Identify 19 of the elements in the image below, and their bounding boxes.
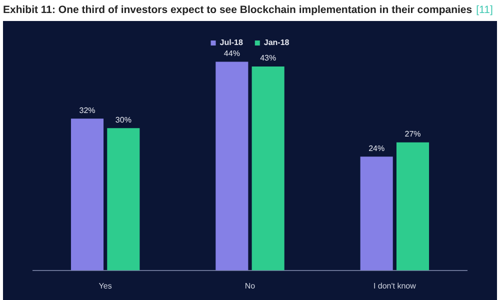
text: [11] — [476, 4, 493, 16]
bar — [70, 118, 104, 270]
bar — [216, 62, 248, 270]
data-label: 27% — [404, 130, 421, 139]
data-label: 30% — [115, 115, 132, 124]
bar — [360, 156, 393, 270]
data-label: 24% — [368, 144, 385, 153]
data-label: 43% — [260, 54, 276, 63]
x-tick-label: No — [244, 281, 256, 290]
x-tick-label: I don't know — [373, 281, 416, 290]
bar — [107, 128, 140, 270]
legend-label: Jan-18 — [264, 38, 290, 48]
chart-title: Exhibit 11: One third of investors expect to see Blockchain implementation in their companies — [3, 4, 472, 16]
data-label: 32% — [79, 106, 96, 115]
bar — [252, 66, 284, 270]
x-tick-label: Yes — [98, 281, 112, 290]
legend-label: Jul-18 — [220, 38, 244, 48]
bar — [396, 142, 430, 270]
data-label: 44% — [224, 48, 240, 58]
